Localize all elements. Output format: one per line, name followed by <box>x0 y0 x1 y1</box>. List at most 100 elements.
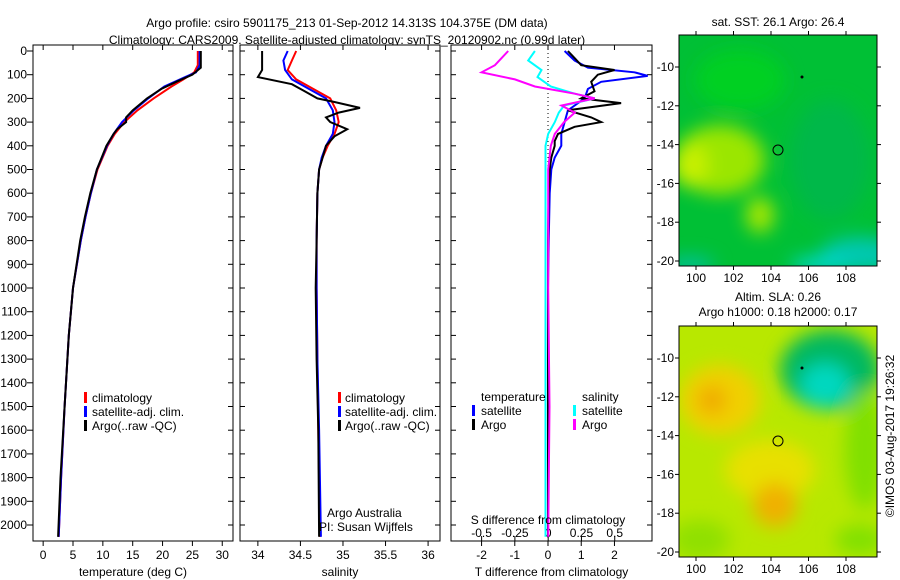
legend-label: Argo <box>481 418 507 432</box>
map-y-tick-label: -18 <box>657 215 675 229</box>
map-y-tick-label: -16 <box>657 467 675 481</box>
pi-annotation: PI: Susan Wijffels <box>319 520 413 534</box>
x-axis-label: T difference from climatology <box>475 565 629 579</box>
legend-label: satellite-adj. clim. <box>345 405 437 419</box>
float-location-marker <box>772 435 784 447</box>
sla-map-title2: Argo h1000: 0.18 h2000: 0.17 <box>699 305 858 319</box>
series-line-argo-raw-qc- <box>57 51 202 537</box>
sla-map-title1: Altim. SLA: 0.26 <box>735 290 821 304</box>
y-tick-label: 1800 <box>0 471 27 485</box>
map-y-tick-label: -10 <box>657 351 675 365</box>
legend-swatch-t-satellite <box>472 405 475 416</box>
y-tick-label: 1500 <box>0 400 27 414</box>
legend-label: satellite <box>582 404 623 418</box>
series-line-s-argo <box>478 50 596 537</box>
x-axis-label: temperature (deg C) <box>79 565 187 579</box>
temperature-legend: climatology satellite-adj. clim. Argo(..… <box>84 391 184 433</box>
salinity-panel: 34 34.5 35 35.5 36 salinity <box>239 44 441 579</box>
map-y-tick-label: -12 <box>657 99 675 113</box>
sst-map-axes: 100 102 104 106 108 -10 -12 -14 -16 -18 -20 <box>657 31 881 285</box>
x-tick-label: 35.5 <box>374 548 398 562</box>
legend-header-temperature: temperature <box>481 390 546 404</box>
s-tick-label: -0.5 <box>471 526 492 540</box>
legend-header-salinity: salinity <box>582 390 619 404</box>
map-y-tick-label: -20 <box>657 254 675 268</box>
plot-frame <box>450 44 653 542</box>
sla-map <box>679 326 877 557</box>
island-marker <box>800 366 804 370</box>
plot-frame <box>32 44 234 542</box>
map-x-tick-label: 106 <box>798 271 818 285</box>
title-line2: Climatology: CARS2009. Satellite-adjuste… <box>109 33 585 47</box>
legend-label: climatology <box>345 391 405 405</box>
x-tick-label: 25 <box>186 548 200 562</box>
x-tick-label: 10 <box>96 548 110 562</box>
legend-swatch-satellite <box>338 406 341 417</box>
map-frame <box>678 34 878 267</box>
y-tick-label: 1900 <box>0 494 27 508</box>
legend-label: Argo <box>582 418 608 432</box>
x-tick-label: 20 <box>156 548 170 562</box>
y-tick-label: 600 <box>7 186 27 200</box>
legend-label: Argo(..raw -QC) <box>92 419 177 433</box>
x-tick-label: 30 <box>216 548 230 562</box>
y-tick-label: 1600 <box>0 423 27 437</box>
series-line-s-satellite <box>526 50 596 537</box>
x-tick-label: 5 <box>70 548 77 562</box>
float-location-marker <box>772 144 784 156</box>
sst-map-title: sat. SST: 26.1 Argo: 26.4 <box>712 15 845 29</box>
y-tick-label: 700 <box>7 210 27 224</box>
legend-swatch-climatology <box>84 392 87 403</box>
map-x-tick-label: 108 <box>836 271 856 285</box>
legend-swatch-s-satellite <box>573 405 576 416</box>
map-y-tick-label: -14 <box>657 138 675 152</box>
y-tick-label: 300 <box>7 115 27 129</box>
legend-swatch-s-argo <box>573 419 576 430</box>
map-y-tick-label: -12 <box>657 390 675 404</box>
s-tick-label: -0.25 <box>501 526 529 540</box>
map-x-tick-label: 102 <box>723 562 743 576</box>
legend-swatch-argo <box>84 420 87 431</box>
y-tick-label: 2000 <box>0 518 27 532</box>
x-tick-label: 15 <box>126 548 140 562</box>
y-tick-label: 1100 <box>1 305 27 319</box>
map-x-tick-label: 108 <box>836 562 856 576</box>
x-tick-label: 36 <box>421 548 435 562</box>
x-tick-label: -2 <box>476 548 487 562</box>
x-tick-label: 0 <box>545 548 552 562</box>
salinity-legend: climatology satellite-adj. clim. Argo(..… <box>338 391 437 433</box>
series-line-argo-raw-qc- <box>256 51 361 537</box>
y-tick-label: 1000 <box>0 281 27 295</box>
y-tick-label: 0 <box>20 44 27 58</box>
x-tick-label: -1 <box>509 548 520 562</box>
y-tick-label: 1200 <box>0 328 27 342</box>
y-tick-label: 1400 <box>0 376 27 390</box>
map-frame <box>678 325 878 558</box>
y-tick-label: 1300 <box>0 352 27 366</box>
temperature-panel: 0100200300400500600700800900100011001200… <box>0 44 234 579</box>
map-x-tick-label: 106 <box>798 562 818 576</box>
sla-map-axes: 100 102 104 106 108 -10 -12 -14 -16 -18 -20 <box>657 322 881 576</box>
y-tick-label: 800 <box>7 234 27 248</box>
legend-label: climatology <box>92 391 152 405</box>
legend-swatch-climatology <box>338 392 341 403</box>
copyright-text: ©IMOS 03-Aug-2017 19:26:32 <box>883 355 897 518</box>
y-tick-label: 500 <box>7 163 27 177</box>
legend-swatch-argo <box>338 420 341 431</box>
s-tick-label: 0.25 <box>570 526 594 540</box>
plot-frame <box>239 44 441 542</box>
y-tick-label: 400 <box>7 139 27 153</box>
x-tick-label: 2 <box>611 548 618 562</box>
map-y-tick-label: -18 <box>657 506 675 520</box>
owner-annotation: Argo Australia <box>327 506 402 520</box>
y-tick-label: 200 <box>7 91 27 105</box>
x-tick-label: 0 <box>40 548 47 562</box>
x-tick-label: 35 <box>336 548 350 562</box>
map-x-tick-label: 104 <box>761 562 781 576</box>
legend-label: satellite-adj. clim. <box>92 405 184 419</box>
s-axis-label: S difference from climatology <box>471 513 626 527</box>
x-tick-label: 1 <box>578 548 585 562</box>
title-line1: Argo profile: csiro 5901175_213 01-Sep-2… <box>146 16 547 30</box>
